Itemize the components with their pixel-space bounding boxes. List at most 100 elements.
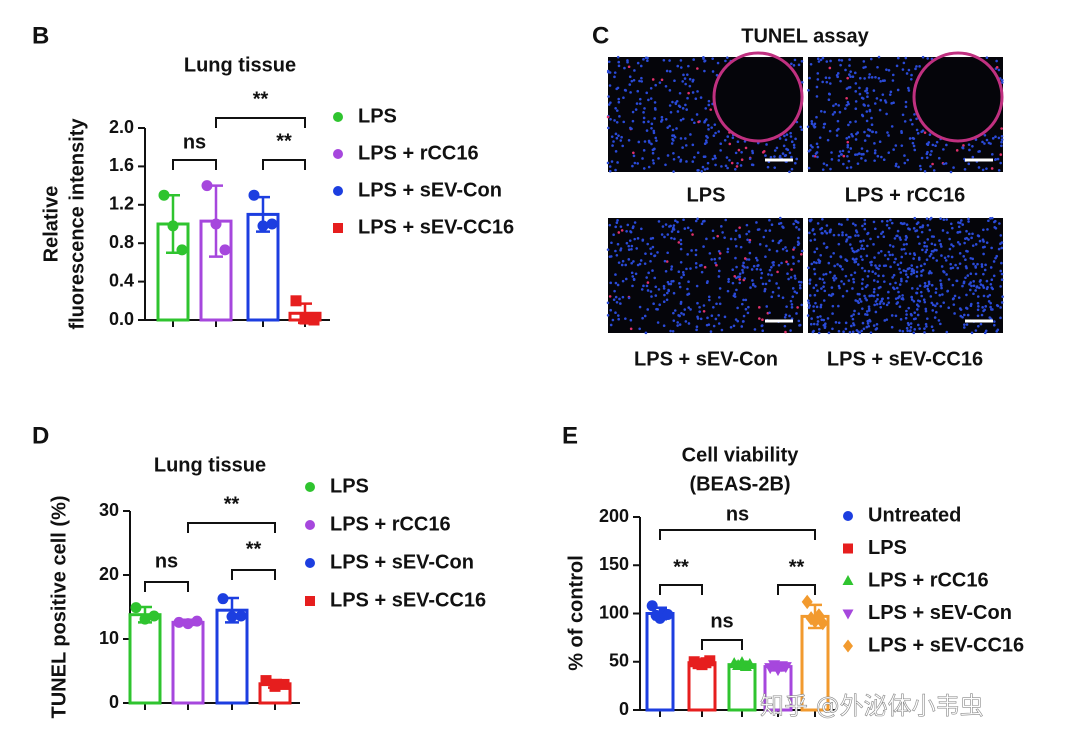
cell	[904, 273, 908, 276]
cell	[999, 161, 1002, 165]
cell	[672, 170, 675, 173]
cell	[666, 233, 670, 236]
cell	[846, 143, 850, 147]
cell	[845, 259, 849, 263]
cell	[992, 260, 996, 263]
cell	[967, 162, 971, 166]
y-tick-label: 0.4	[109, 270, 134, 290]
cell	[881, 93, 885, 96]
cell	[612, 233, 615, 236]
cell	[637, 140, 641, 144]
chart-title: (BEAS-2B)	[689, 473, 790, 495]
marker	[201, 180, 213, 192]
cell	[651, 269, 654, 272]
cell	[987, 300, 991, 303]
y-tick-label: 2.0	[109, 117, 134, 137]
cell	[846, 218, 849, 221]
cell	[679, 118, 683, 122]
cell	[822, 273, 825, 276]
cell	[706, 161, 710, 165]
cell	[836, 263, 839, 266]
cell	[1000, 134, 1004, 138]
cell	[967, 220, 970, 223]
cell	[717, 313, 720, 317]
cell	[703, 120, 706, 124]
cell	[663, 293, 666, 297]
cell	[717, 269, 721, 273]
cell	[810, 317, 813, 320]
cell	[952, 244, 955, 248]
cell	[845, 166, 849, 170]
cell	[792, 262, 795, 265]
significance-label: **	[224, 493, 240, 515]
cell	[965, 306, 968, 310]
cell	[760, 271, 764, 275]
marker	[167, 220, 179, 232]
marker	[305, 558, 315, 568]
cell	[881, 230, 885, 234]
cell	[904, 316, 908, 320]
cell	[863, 104, 866, 107]
cell	[649, 259, 652, 263]
cell	[815, 95, 819, 98]
cell	[872, 290, 876, 294]
cell	[913, 253, 917, 257]
cell	[903, 154, 906, 157]
cell	[718, 252, 722, 255]
cell	[642, 111, 645, 114]
cell	[861, 224, 864, 228]
cell	[838, 286, 841, 290]
cell	[752, 264, 756, 268]
cell	[907, 68, 911, 72]
cell	[711, 70, 715, 73]
cell	[698, 264, 702, 267]
cell	[666, 291, 669, 295]
cell	[819, 227, 822, 231]
cell	[700, 270, 704, 274]
cell	[874, 75, 877, 79]
cell	[616, 242, 620, 246]
marker	[266, 218, 278, 230]
cell	[792, 143, 796, 147]
cell	[723, 236, 726, 239]
cell	[860, 244, 864, 247]
cell	[614, 311, 617, 314]
marker	[269, 680, 281, 692]
cell	[653, 254, 657, 257]
legend-label: LPS	[868, 537, 907, 559]
cell	[837, 154, 841, 158]
cell	[913, 216, 917, 220]
cell	[852, 322, 855, 325]
cell	[651, 159, 655, 162]
cell	[963, 313, 966, 317]
cell	[720, 225, 723, 228]
cell	[832, 278, 836, 282]
cell	[797, 236, 800, 240]
cell	[850, 314, 853, 318]
cell	[832, 104, 835, 108]
cell	[837, 329, 841, 333]
cell	[731, 268, 735, 272]
cell	[916, 132, 920, 135]
cell	[841, 294, 845, 298]
cell	[630, 247, 633, 251]
cell	[928, 254, 932, 258]
cell	[726, 56, 729, 59]
cell	[684, 137, 687, 140]
cell	[873, 102, 877, 105]
cell	[841, 231, 844, 234]
cell	[887, 226, 891, 230]
cell	[743, 266, 746, 269]
cell	[676, 64, 680, 68]
cell	[708, 298, 711, 302]
cell	[789, 299, 793, 303]
cell	[740, 302, 744, 306]
cell	[983, 331, 987, 335]
cell	[887, 134, 890, 137]
cell	[686, 287, 689, 291]
cell	[846, 145, 850, 149]
cell	[629, 318, 633, 322]
cell	[682, 273, 685, 277]
cell	[796, 306, 799, 309]
cell	[967, 232, 971, 236]
